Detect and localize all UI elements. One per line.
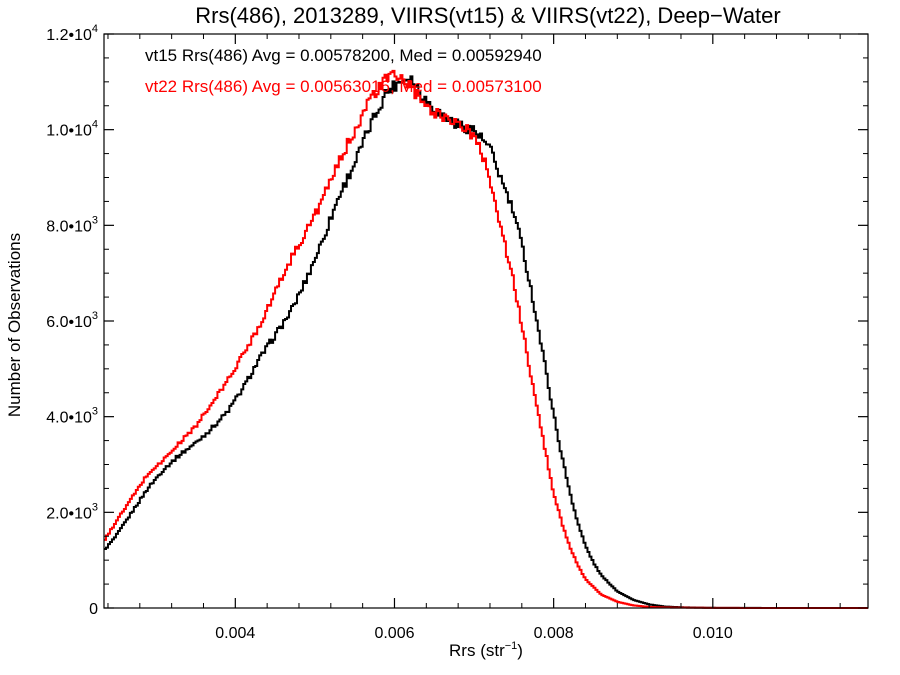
y-tick-label: 0 (89, 601, 98, 618)
y-tick-label: 4.0•103 (46, 406, 98, 427)
x-axis-title-tail: ) (517, 641, 523, 660)
y-tick-label: 2.0•103 (46, 501, 98, 522)
x-axis-title: Rrs (str−1) (449, 640, 523, 660)
y-tick-label: 6.0•103 (46, 310, 98, 331)
y-axis-ticks: 0 2.0•103 4.0•103 6.0•103 8.0•103 1.0•104 1.2•… (46, 23, 868, 618)
x-axis-ticks: 0.004 0.006 0.008 0.010 (107, 34, 841, 642)
x-tick-label: 0.008 (534, 625, 574, 642)
x-tick-label: 0.006 (374, 625, 414, 642)
x-tick-label: 0.010 (693, 625, 733, 642)
y-axis-title: Number of Observations (5, 233, 24, 417)
y-tick-label: 8.0•103 (46, 214, 98, 235)
annotation-vt22: vt22 Rrs(486) Avg = 0.00563016, Med = 0.… (145, 77, 542, 96)
x-axis-title-exponent: −1 (505, 640, 518, 652)
x-axis-title-main: Rrs (str (449, 641, 505, 660)
chart-title: Rrs(486), 2013289, VIIRS(vt15) & VIIRS(v… (195, 3, 780, 28)
y-tick-label: 1.2•104 (46, 23, 98, 44)
x-tick-label: 0.004 (215, 625, 255, 642)
annotation-vt15: vt15 Rrs(486) Avg = 0.00578200, Med = 0.… (145, 46, 542, 65)
y-tick-label: 1.0•104 (46, 119, 98, 140)
